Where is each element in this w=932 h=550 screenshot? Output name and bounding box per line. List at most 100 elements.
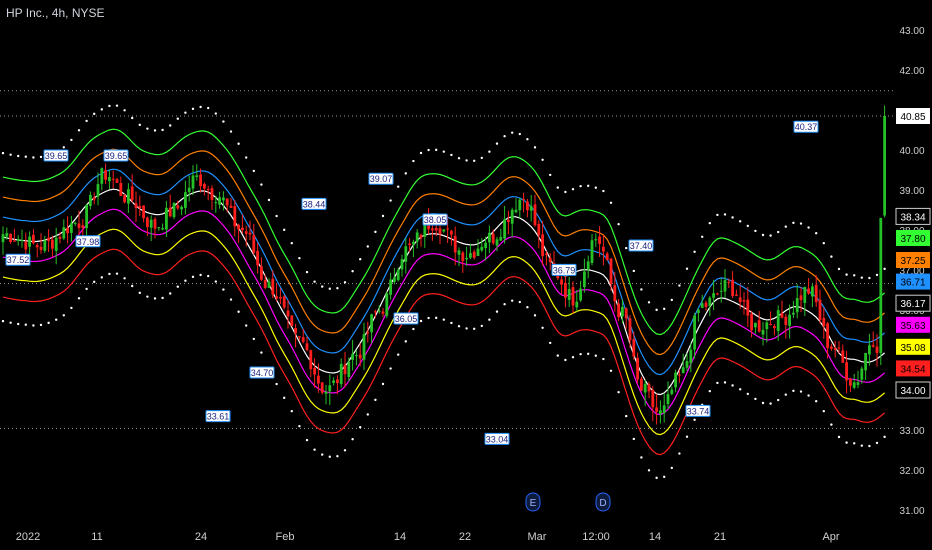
lower-dot — [533, 314, 537, 317]
candle-body — [123, 195, 126, 203]
upper-dot — [853, 274, 856, 277]
lower-dot — [237, 310, 240, 313]
price-scale-label-box — [896, 338, 930, 355]
upper-dot — [678, 284, 681, 287]
candle-body — [377, 310, 381, 312]
lower-dot — [868, 444, 871, 448]
lower-dot — [617, 390, 620, 394]
price-scale-label-box — [895, 294, 931, 312]
upper-dot — [541, 158, 544, 161]
candle-body — [602, 246, 605, 252]
price-callout-box — [551, 263, 577, 276]
lower-dot — [138, 291, 141, 295]
candle-body — [666, 394, 670, 405]
lower-dot — [875, 441, 879, 445]
upper-dot — [571, 188, 575, 191]
lower-dot — [115, 272, 119, 275]
candle-body — [134, 203, 138, 209]
upper-dot — [328, 287, 331, 290]
candle-body — [609, 258, 613, 284]
upper-dot — [511, 131, 514, 134]
candle-body — [469, 253, 472, 258]
candle-body — [514, 209, 518, 213]
lower-dot — [777, 398, 780, 402]
upper-dot — [85, 119, 88, 123]
lower-dot — [761, 401, 765, 405]
upper-dot — [564, 190, 567, 194]
lower-dot — [526, 306, 529, 309]
upper-dot — [868, 276, 871, 280]
upper-dot — [381, 214, 385, 218]
price-scale-label: 40.85 — [900, 112, 925, 123]
upper-dot — [769, 234, 772, 237]
x-tick-label: 24 — [195, 531, 207, 543]
lower-dot — [359, 426, 362, 429]
upper-dot — [427, 148, 430, 152]
candle-body — [651, 389, 655, 408]
candle-body — [780, 312, 784, 318]
candle-body — [488, 232, 491, 243]
candle-body — [746, 299, 750, 316]
candle-body — [560, 279, 563, 285]
lower-dot — [564, 358, 567, 362]
candle-body — [111, 178, 115, 180]
price-scale-label-box — [895, 381, 931, 399]
upper-dot — [305, 270, 309, 274]
upper-dot — [176, 117, 179, 120]
candle-body — [58, 237, 62, 239]
candle-body — [180, 206, 183, 210]
candle-body — [617, 303, 620, 318]
upper-dot — [435, 148, 438, 152]
candle-body — [472, 251, 476, 258]
lower-dot — [313, 448, 316, 451]
candle-body — [229, 205, 233, 208]
candle-body — [309, 350, 313, 370]
upper-dot — [9, 153, 12, 156]
upper-dot — [229, 130, 233, 133]
candle-body — [130, 186, 134, 201]
candle-body — [761, 329, 765, 335]
upper-dot — [799, 222, 803, 225]
lower-dot — [77, 297, 81, 300]
x-tick-label: 22 — [459, 531, 471, 543]
lower-dot — [495, 310, 499, 313]
candle-body — [754, 322, 757, 328]
candle-body — [423, 221, 427, 237]
lower-dot — [830, 423, 833, 426]
lower-dot — [503, 302, 506, 306]
candle-body — [537, 223, 541, 236]
candle-body — [567, 288, 571, 300]
lower-dot — [480, 324, 483, 328]
upper-dot — [480, 156, 483, 160]
candle-body — [442, 229, 446, 232]
lower-dot — [305, 438, 309, 442]
candle-body — [811, 286, 814, 297]
candle-body — [594, 239, 598, 241]
candle-body — [313, 367, 316, 375]
x-tick-label: 11 — [91, 531, 102, 543]
lower-dot — [336, 455, 339, 458]
lower-dot — [17, 322, 20, 326]
price-callout-label: 40.37 — [795, 122, 818, 132]
lower-dot — [754, 397, 757, 401]
lower-dot — [457, 325, 461, 328]
upper-dot — [39, 155, 43, 159]
upper-dot — [526, 138, 529, 141]
candle-body — [347, 361, 351, 377]
candle-body — [871, 344, 875, 347]
lower-dot — [860, 444, 863, 447]
lower-dot — [1, 319, 5, 323]
candle-body — [343, 364, 347, 374]
candle-body — [393, 277, 396, 282]
candle-body — [636, 357, 639, 380]
candle-body — [700, 303, 704, 308]
upper-dot — [153, 129, 157, 132]
candle-body — [225, 198, 229, 206]
lower-dot — [328, 455, 331, 458]
candle-body — [248, 232, 252, 235]
upper-dot — [191, 107, 195, 111]
candle-body — [47, 237, 50, 241]
upper-dot — [17, 154, 20, 158]
candle-body — [640, 378, 643, 391]
